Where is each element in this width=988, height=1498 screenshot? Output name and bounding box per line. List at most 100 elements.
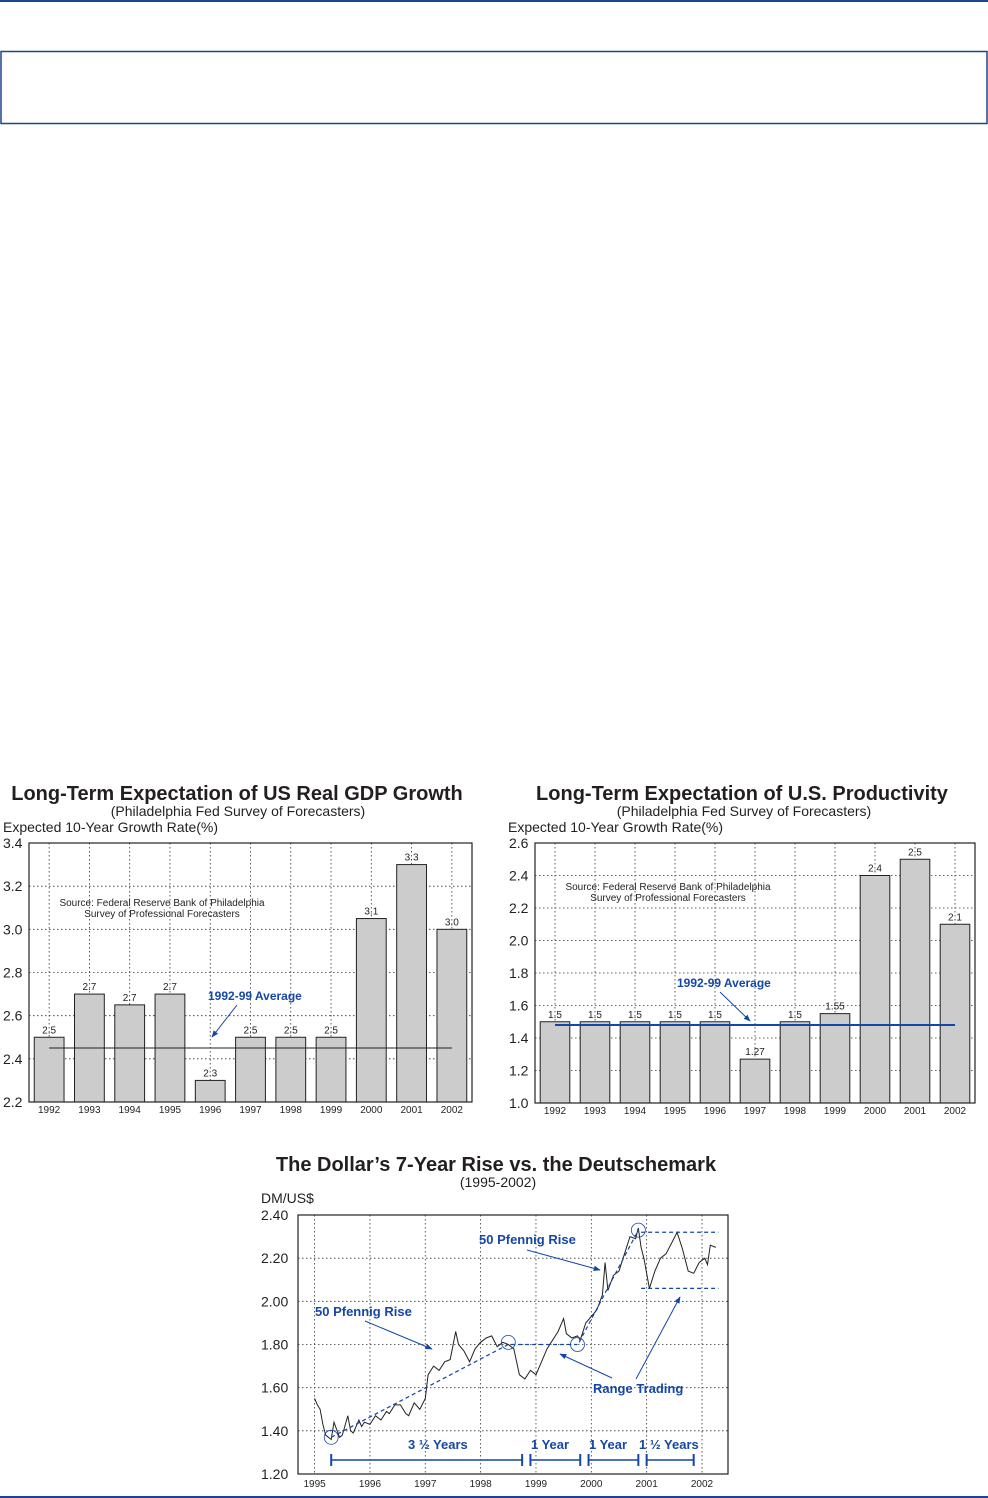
x-tick-label: 2001 <box>904 1106 927 1117</box>
bar-value-label: 2.7 <box>82 982 96 993</box>
bar-value-label: 2.7 <box>163 982 177 993</box>
y-tick-label: 3.2 <box>3 878 23 894</box>
y-tick-label: 3.4 <box>3 835 23 851</box>
x-tick-label: 1997 <box>414 1479 437 1490</box>
x-tick-label: 2001 <box>400 1105 423 1116</box>
turning-point-circle <box>630 1222 646 1238</box>
average-arrow <box>211 1004 238 1038</box>
rise-label-2: 50 Pfennig Rise <box>479 1232 576 1247</box>
bar-value-label: 2.1 <box>948 912 962 923</box>
chart-title: The Dollar’s 7-Year Rise vs. the Deutsch… <box>276 1154 717 1176</box>
bar-value-label: 1.5 <box>708 1010 722 1021</box>
bar <box>315 1036 347 1103</box>
source-line-2: Survey of Professional Forecasters <box>84 909 240 920</box>
plot-frame <box>297 1214 729 1475</box>
plot-frame <box>28 842 473 1103</box>
bar <box>739 1058 771 1104</box>
x-tick-label: 1992 <box>38 1105 61 1116</box>
y-tick-label: 1.0 <box>509 1095 529 1111</box>
source-line-1: Source: Federal Reserve Bank of Philadel… <box>59 898 265 909</box>
bar-value-label: 3.0 <box>445 917 459 928</box>
bar <box>33 1036 65 1103</box>
time-span-label: 1 Year <box>531 1437 569 1452</box>
y-tick-label: 2.00 <box>261 1293 288 1309</box>
source-line-1: Source: Federal Reserve Bank of Philadel… <box>565 882 771 893</box>
y-tick-label: 1.60 <box>261 1380 288 1396</box>
x-tick-label: 2002 <box>691 1479 714 1490</box>
bar-value-label: 1.5 <box>588 1010 602 1021</box>
productivity-chart: Long-Term Expectation of U.S. Productivi… <box>508 783 976 1117</box>
x-tick-label: 2000 <box>864 1106 887 1117</box>
time-span-label: 3 ½ Years <box>408 1437 468 1452</box>
x-tick-label: 1995 <box>664 1106 687 1117</box>
bar <box>779 1021 811 1104</box>
bar <box>194 1079 226 1103</box>
y-tick-label: 2.6 <box>509 835 529 851</box>
chart-title: Long-Term Expectation of US Real GDP Gro… <box>11 783 463 805</box>
x-tick-label: 2002 <box>944 1106 967 1117</box>
empty-text-box <box>0 50 988 125</box>
x-tick-label: 2001 <box>636 1479 659 1490</box>
x-tick-label: 1995 <box>159 1105 182 1116</box>
range-arrow-left <box>559 1353 613 1379</box>
x-tick-label: 1994 <box>119 1105 142 1116</box>
turning-point-circle <box>500 1334 516 1350</box>
y-tick-label: 2.6 <box>3 1008 23 1024</box>
x-tick-label: 1993 <box>584 1106 607 1117</box>
dm-usd-chart: The Dollar’s 7-Year Rise vs. the Deutsch… <box>261 1154 729 1490</box>
bar-value-label: 2.5 <box>284 1025 298 1036</box>
y-tick-label: 2.0 <box>509 933 529 949</box>
bar-value-label: 2.5 <box>42 1025 56 1036</box>
bar-value-label: 2.5 <box>244 1025 258 1036</box>
y-tick-label: 2.40 <box>261 1207 288 1223</box>
gdp-growth-chart: Long-Term Expectation of US Real GDP Gro… <box>3 783 473 1116</box>
range-trading-label: Range Trading <box>593 1381 683 1396</box>
x-tick-label: 1996 <box>199 1105 222 1116</box>
bar-value-label: 1.5 <box>628 1010 642 1021</box>
x-tick-label: 2002 <box>441 1105 464 1116</box>
range-arrow-right <box>635 1296 681 1380</box>
x-tick-label: 2000 <box>360 1105 383 1116</box>
y-tick-label: 2.2 <box>509 900 529 916</box>
bar-value-label: 2.5 <box>908 847 922 858</box>
average-arrow <box>719 991 751 1022</box>
x-tick-label: 1996 <box>704 1106 727 1117</box>
bar <box>619 1021 651 1104</box>
x-tick-label: 1998 <box>784 1106 807 1117</box>
rise-arrow-2 <box>526 1249 601 1272</box>
bar <box>579 1021 611 1104</box>
y-tick-label: 2.20 <box>261 1250 288 1266</box>
chart-subtitle: (1995-2002) <box>460 1174 536 1190</box>
y-tick-label: 1.8 <box>509 965 529 981</box>
bar <box>235 1036 266 1103</box>
bar-value-label: 2.5 <box>324 1025 338 1036</box>
bar <box>859 875 891 1104</box>
average-label: 1992-99 Average <box>677 976 771 990</box>
bar <box>436 928 468 1103</box>
y-tick-label: 2.4 <box>3 1051 23 1067</box>
bar-value-label: 1.5 <box>668 1010 682 1021</box>
bar <box>819 1013 851 1104</box>
y-axis-label: DM/US$ <box>261 1190 314 1206</box>
x-tick-label: 1997 <box>239 1105 262 1116</box>
x-tick-label: 1998 <box>470 1479 493 1490</box>
bar <box>899 858 931 1104</box>
bar <box>659 1021 691 1104</box>
exchange-rate-line <box>314 1227 716 1441</box>
y-tick-label: 3.0 <box>3 921 23 937</box>
x-tick-label: 1999 <box>320 1105 343 1116</box>
bar-value-label: 3.3 <box>405 853 419 864</box>
bar-value-label: 1.27 <box>745 1047 765 1058</box>
turning-point-circle <box>323 1429 339 1445</box>
x-tick-label: 2000 <box>580 1479 603 1490</box>
turning-point-circle <box>570 1337 585 1352</box>
rise-arrow-1 <box>364 1320 433 1350</box>
bar <box>355 918 387 1103</box>
average-label: 1992-99 Average <box>208 989 302 1003</box>
x-tick-label: 1996 <box>359 1479 382 1490</box>
bar <box>114 1004 146 1103</box>
x-tick-label: 1993 <box>78 1105 101 1116</box>
y-tick-label: 2.8 <box>3 965 23 981</box>
rise-label-1: 50 Pfennig Rise <box>315 1304 412 1319</box>
